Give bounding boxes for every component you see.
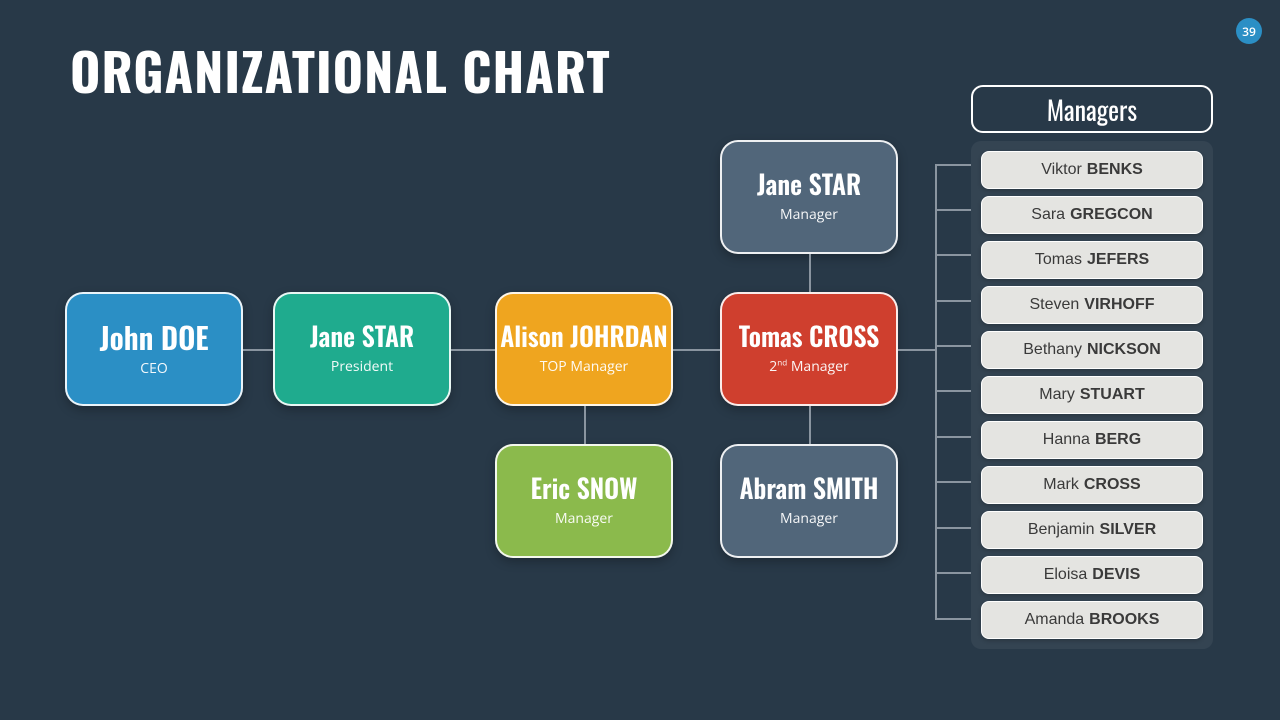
org-node-name: Tomas CROSS [739, 322, 879, 351]
manager-item: Sara GREGCON [981, 196, 1203, 234]
connector-h [451, 349, 495, 351]
page-number-badge: 39 [1236, 18, 1262, 44]
managers-bus-tick [935, 300, 971, 302]
managers-bus-tick [935, 527, 971, 529]
manager-first: Hanna [1043, 431, 1090, 449]
manager-first: Amanda [1025, 611, 1085, 629]
org-node-topmgr: Alison JOHRDAN TOP Manager [495, 292, 673, 406]
org-node-mgr2: Tomas CROSS 2nd Manager [720, 292, 898, 406]
org-node-name: John DOE [99, 320, 208, 353]
managers-bus-tick [935, 618, 971, 620]
manager-last: CROSS [1084, 476, 1141, 494]
manager-item: Mark CROSS [981, 466, 1203, 504]
manager-item: Viktor BENKS [981, 151, 1203, 189]
manager-item: Tomas JEFERS [981, 241, 1203, 279]
org-node-role: President [331, 357, 393, 376]
manager-first: Benjamin [1028, 521, 1095, 539]
manager-item: AmandaBROOKS [981, 601, 1203, 639]
managers-bus-tick [935, 345, 971, 347]
connector-v [809, 406, 811, 444]
org-node-name: Jane STAR [310, 322, 414, 351]
manager-item: Benjamin SILVER [981, 511, 1203, 549]
org-node-name: Alison JOHRDAN [500, 322, 667, 351]
manager-last: SILVER [1100, 521, 1157, 539]
manager-last: GREGCON [1070, 206, 1153, 224]
manager-first: Tomas [1035, 251, 1082, 269]
manager-first: Bethany [1023, 341, 1082, 359]
managers-header: Managers [971, 85, 1213, 133]
page-title: ORGANIZATIONAL CHART [70, 32, 611, 109]
managers-bus-tick [935, 209, 971, 211]
managers-panel: Managers Viktor BENKS Sara GREGCON Tomas JEFE… [971, 85, 1213, 649]
manager-first: Eloisa [1044, 566, 1088, 584]
org-node-name: Eric SNOW [531, 474, 638, 503]
managers-bus-tick [935, 436, 971, 438]
org-node-role: Manager [780, 509, 838, 528]
connector-h [673, 349, 720, 351]
managers-bus-tick [935, 254, 971, 256]
org-node-ceo: John DOE CEO [65, 292, 243, 406]
manager-item: Mary STUART [981, 376, 1203, 414]
manager-last: BROOKS [1089, 611, 1159, 629]
manager-last: JEFERS [1087, 251, 1149, 269]
manager-item: Bethany NICKSON [981, 331, 1203, 369]
manager-first: Viktor [1041, 161, 1082, 179]
org-node-pres: Jane STAR President [273, 292, 451, 406]
connector-h [243, 349, 273, 351]
manager-item: EloisaDEVIS [981, 556, 1203, 594]
manager-last: STUART [1080, 386, 1145, 404]
manager-first: Sara [1031, 206, 1065, 224]
connector-v [584, 406, 586, 444]
org-node-jstar: Jane STAR Manager [720, 140, 898, 254]
managers-bus-tick [935, 390, 971, 392]
org-node-name: Jane STAR [757, 170, 861, 199]
manager-last: DEVIS [1092, 566, 1140, 584]
manager-first: Mary [1039, 386, 1075, 404]
managers-bus-tick [935, 481, 971, 483]
managers-bus-tick [935, 572, 971, 574]
manager-item: Hanna BERG [981, 421, 1203, 459]
org-node-role: Manager [555, 509, 613, 528]
managers-list: Viktor BENKS Sara GREGCON Tomas JEFERS Steven V… [971, 141, 1213, 649]
connector-h [898, 349, 935, 351]
org-node-role: TOP Manager [540, 357, 629, 376]
manager-first: Mark [1043, 476, 1079, 494]
org-node-esnow: Eric SNOW Manager [495, 444, 673, 558]
manager-last: BERG [1095, 431, 1141, 449]
managers-bus-tick [935, 164, 971, 166]
org-node-name: Abram SMITH [740, 474, 879, 503]
org-node-role: CEO [140, 359, 168, 378]
manager-last: BENKS [1087, 161, 1143, 179]
manager-last: NICKSON [1087, 341, 1161, 359]
manager-first: Steven [1029, 296, 1079, 314]
org-node-role: 2nd Manager [769, 357, 849, 376]
connector-v [809, 254, 811, 292]
manager-item: Steven VIRHOFF [981, 286, 1203, 324]
org-node-role: Manager [780, 205, 838, 224]
org-node-asmith: Abram SMITH Manager [720, 444, 898, 558]
manager-last: VIRHOFF [1084, 296, 1154, 314]
